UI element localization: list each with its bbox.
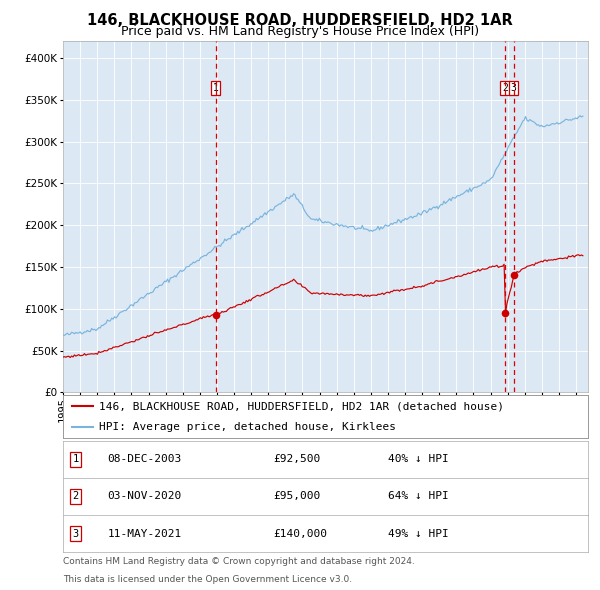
Text: £140,000: £140,000	[273, 529, 327, 539]
Text: 2: 2	[502, 83, 508, 93]
Text: 3: 3	[511, 83, 517, 93]
Text: 40% ↓ HPI: 40% ↓ HPI	[389, 454, 449, 464]
Text: £95,000: £95,000	[273, 491, 320, 502]
Text: 49% ↓ HPI: 49% ↓ HPI	[389, 529, 449, 539]
Text: 2: 2	[73, 491, 79, 502]
Text: 3: 3	[73, 529, 79, 539]
Text: Price paid vs. HM Land Registry's House Price Index (HPI): Price paid vs. HM Land Registry's House …	[121, 25, 479, 38]
Text: 146, BLACKHOUSE ROAD, HUDDERSFIELD, HD2 1AR (detached house): 146, BLACKHOUSE ROAD, HUDDERSFIELD, HD2 …	[98, 401, 504, 411]
Text: 64% ↓ HPI: 64% ↓ HPI	[389, 491, 449, 502]
Text: 08-DEC-2003: 08-DEC-2003	[107, 454, 182, 464]
Text: 03-NOV-2020: 03-NOV-2020	[107, 491, 182, 502]
Text: Contains HM Land Registry data © Crown copyright and database right 2024.: Contains HM Land Registry data © Crown c…	[63, 558, 415, 566]
Text: £92,500: £92,500	[273, 454, 320, 464]
Text: 11-MAY-2021: 11-MAY-2021	[107, 529, 182, 539]
Text: 146, BLACKHOUSE ROAD, HUDDERSFIELD, HD2 1AR: 146, BLACKHOUSE ROAD, HUDDERSFIELD, HD2 …	[87, 13, 513, 28]
Text: This data is licensed under the Open Government Licence v3.0.: This data is licensed under the Open Gov…	[63, 575, 352, 584]
Text: HPI: Average price, detached house, Kirklees: HPI: Average price, detached house, Kirk…	[98, 422, 396, 432]
Text: 1: 1	[213, 83, 218, 93]
Text: 1: 1	[73, 454, 79, 464]
